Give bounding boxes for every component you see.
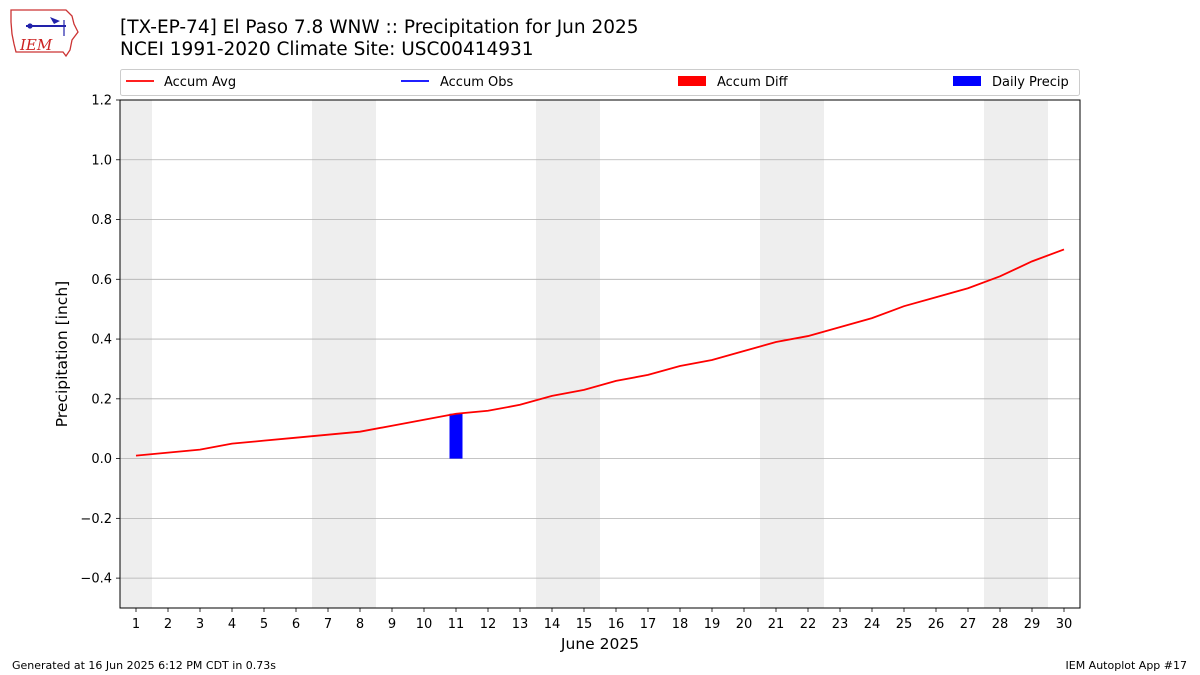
daily-precip-bars (449, 413, 463, 459)
y-ticks: −0.4 −0.2 0.0 0.2 0.4 0.6 0.8 1.0 1.2 (80, 94, 120, 587)
weekend-band-1 (120, 100, 152, 608)
plot-frame (119, 99, 1081, 609)
x-tick-label-5: 5 (260, 617, 268, 632)
y-tick-label-1: −0.2 (80, 512, 112, 527)
weekend-band-29 (1016, 100, 1048, 608)
x-tick-label-17: 17 (640, 617, 657, 632)
y-tick-label-4: 0.4 (91, 333, 112, 348)
x-tick-label-28: 28 (992, 617, 1009, 632)
x-axis-label: June 2025 (560, 635, 639, 653)
accum-lines (135, 248, 1065, 457)
x-tick-label-10: 10 (416, 617, 433, 632)
x-tick-label-13: 13 (512, 617, 529, 632)
x-tick-label-2: 2 (164, 617, 172, 632)
weekend-bands (120, 100, 1048, 608)
y-tick-label-6: 0.8 (91, 213, 112, 228)
legend-swatch-daily-precip (953, 76, 981, 86)
weekend-band-21 (760, 100, 792, 608)
iem-logo: IEM (10, 9, 79, 58)
generated-footer: Generated at 16 Jun 2025 6:12 PM CDT in … (12, 659, 277, 672)
x-tick-label-25: 25 (896, 617, 913, 632)
y-axis-label: Precipitation [inch] (53, 281, 71, 427)
weekend-band-15 (568, 100, 600, 608)
y-tick-label-3: 0.2 (91, 392, 112, 407)
x-tick-label-23: 23 (832, 617, 849, 632)
x-tick-label-16: 16 (608, 617, 625, 632)
daily-precip-bar-day-11 (449, 413, 463, 459)
title-line-2: NCEI 1991-2020 Climate Site: USC00414931 (120, 39, 534, 60)
weekend-band-8 (344, 100, 376, 608)
y-tick-label-0: −0.4 (80, 572, 112, 587)
iowa-outline (10, 9, 79, 58)
y-tick-label-5: 0.6 (91, 273, 112, 288)
x-ticks: 1 2 3 4 5 6 7 8 9 10 11 12 13 14 15 16 17 18 19 20 21 22 23 24 2… (132, 608, 1072, 632)
x-tick-label-1: 1 (132, 617, 140, 632)
legend-frame (120, 69, 1080, 96)
x-tick-label-11: 11 (448, 617, 465, 632)
legend-swatch-accum-diff (678, 76, 706, 86)
x-tick-label-29: 29 (1024, 617, 1041, 632)
x-tick-label-15: 15 (576, 617, 593, 632)
legend-label-accum-avg: Accum Avg (164, 75, 236, 90)
legend-label-daily-precip: Daily Precip (992, 75, 1069, 90)
y-tick-label-2: 0.0 (91, 452, 112, 467)
weekend-band-14 (536, 100, 568, 608)
app-footer: IEM Autoplot App #17 (1065, 659, 1188, 672)
weekend-band-22 (792, 100, 824, 608)
logo-text: IEM (19, 36, 53, 54)
legend-label-accum-diff: Accum Diff (717, 75, 789, 90)
y-tick-label-7: 1.0 (91, 153, 112, 168)
weather-vane-arrow (50, 17, 60, 24)
x-tick-label-20: 20 (736, 617, 753, 632)
x-tick-label-24: 24 (864, 617, 881, 632)
weekend-band-28 (984, 100, 1016, 608)
x-tick-label-14: 14 (544, 617, 561, 632)
weather-vane-hub (27, 23, 33, 29)
x-tick-label-26: 26 (928, 617, 945, 632)
x-tick-label-27: 27 (960, 617, 977, 632)
x-tick-label-3: 3 (196, 617, 204, 632)
y-tick-label-8: 1.2 (91, 94, 112, 109)
legend: Accum Avg Accum Obs Accum Diff Daily Pre… (120, 69, 1080, 96)
legend-label-accum-obs: Accum Obs (440, 75, 513, 90)
accum-avg-line (135, 248, 1065, 457)
weekend-band-7 (312, 100, 344, 608)
gridlines (120, 99, 1080, 579)
x-tick-label-19: 19 (704, 617, 721, 632)
x-tick-label-21: 21 (768, 617, 785, 632)
x-tick-label-22: 22 (800, 617, 817, 632)
x-tick-label-6: 6 (292, 617, 300, 632)
x-tick-label-7: 7 (324, 617, 332, 632)
x-tick-label-18: 18 (672, 617, 689, 632)
x-tick-label-30: 30 (1056, 617, 1073, 632)
x-tick-label-9: 9 (388, 617, 396, 632)
x-tick-label-4: 4 (228, 617, 236, 632)
chart-title: [TX-EP-74] El Paso 7.8 WNW :: Precipitat… (120, 17, 639, 61)
x-tick-label-8: 8 (356, 617, 364, 632)
x-tick-label-12: 12 (480, 617, 497, 632)
title-line-1: [TX-EP-74] El Paso 7.8 WNW :: Precipitat… (120, 17, 639, 38)
